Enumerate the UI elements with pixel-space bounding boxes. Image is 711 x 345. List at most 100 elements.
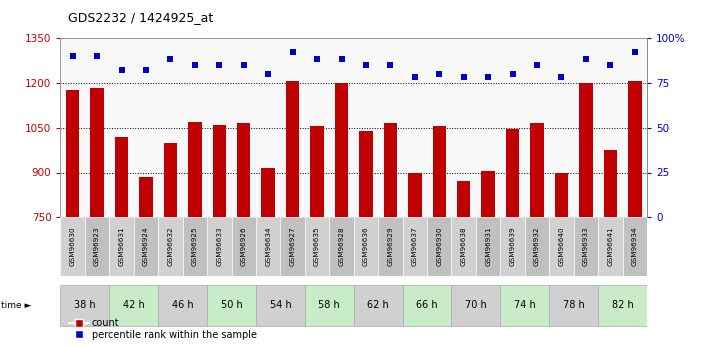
Text: GSM96925: GSM96925 — [192, 227, 198, 266]
Point — [409, 75, 420, 80]
Bar — [628, 81, 641, 345]
Point — [385, 62, 396, 68]
Bar — [353, 285, 402, 326]
Bar — [550, 285, 598, 326]
Text: GSM96635: GSM96635 — [314, 227, 320, 266]
Bar — [427, 217, 451, 276]
Bar — [60, 285, 109, 326]
Bar — [256, 285, 305, 326]
Text: GSM96930: GSM96930 — [437, 227, 442, 266]
Bar — [66, 90, 80, 345]
Point — [580, 57, 592, 62]
Bar — [574, 217, 598, 276]
Text: 42 h: 42 h — [123, 300, 144, 310]
Point — [556, 75, 567, 80]
Bar — [451, 217, 476, 276]
Point — [92, 53, 103, 59]
Point — [336, 57, 347, 62]
Bar — [402, 217, 427, 276]
Bar — [183, 217, 207, 276]
Bar — [384, 123, 397, 345]
Bar — [579, 83, 593, 345]
Text: GSM96927: GSM96927 — [289, 227, 296, 266]
Bar — [329, 217, 354, 276]
Point — [507, 71, 518, 77]
Text: GSM96641: GSM96641 — [607, 227, 614, 266]
Bar — [451, 285, 501, 326]
Bar — [207, 217, 232, 276]
Bar — [139, 177, 153, 345]
Bar — [134, 217, 159, 276]
Bar — [476, 217, 501, 276]
Bar — [432, 126, 446, 345]
Point — [213, 62, 225, 68]
Point — [262, 71, 274, 77]
Point — [311, 57, 323, 62]
Bar — [530, 123, 544, 345]
Text: GSM96630: GSM96630 — [70, 227, 75, 266]
Text: GDS2232 / 1424925_at: GDS2232 / 1424925_at — [68, 11, 213, 24]
Text: 78 h: 78 h — [563, 300, 584, 310]
Bar — [232, 217, 256, 276]
Bar — [158, 217, 183, 276]
Text: GSM96632: GSM96632 — [167, 227, 173, 266]
Bar — [305, 217, 329, 276]
Bar — [114, 137, 128, 345]
Point — [116, 68, 127, 73]
Bar — [262, 168, 275, 345]
Bar — [310, 126, 324, 345]
Text: GSM96934: GSM96934 — [632, 227, 638, 266]
Point — [531, 62, 542, 68]
Bar — [109, 285, 159, 326]
Bar — [598, 217, 623, 276]
Point — [483, 75, 494, 80]
Text: 54 h: 54 h — [269, 300, 292, 310]
Point — [67, 53, 78, 59]
Point — [434, 71, 445, 77]
Bar — [604, 150, 617, 345]
Point — [604, 62, 616, 68]
Text: 66 h: 66 h — [416, 300, 438, 310]
Bar — [501, 285, 550, 326]
Bar — [408, 172, 422, 345]
Text: GSM96932: GSM96932 — [534, 227, 540, 266]
Point — [238, 62, 250, 68]
Text: GSM96634: GSM96634 — [265, 227, 271, 266]
Bar — [188, 122, 202, 345]
Point — [140, 68, 151, 73]
Text: time ►: time ► — [1, 301, 32, 310]
Text: GSM96640: GSM96640 — [558, 227, 565, 266]
Text: GSM96639: GSM96639 — [510, 227, 515, 266]
Bar — [501, 217, 525, 276]
Text: GSM96924: GSM96924 — [143, 227, 149, 266]
Bar — [623, 217, 647, 276]
Bar — [158, 285, 207, 326]
Bar — [90, 88, 104, 345]
Bar — [457, 181, 471, 345]
Bar — [305, 285, 354, 326]
Text: 50 h: 50 h — [220, 300, 242, 310]
Text: 46 h: 46 h — [172, 300, 193, 310]
Text: 74 h: 74 h — [514, 300, 535, 310]
Bar — [164, 142, 177, 345]
Text: GSM96926: GSM96926 — [241, 227, 247, 266]
Text: GSM96929: GSM96929 — [387, 227, 393, 266]
Text: GSM96637: GSM96637 — [412, 227, 418, 266]
Text: GSM96928: GSM96928 — [338, 227, 345, 266]
Bar — [256, 217, 280, 276]
Point — [458, 75, 469, 80]
Bar — [598, 285, 647, 326]
Bar — [109, 217, 134, 276]
Point — [360, 62, 372, 68]
Text: 70 h: 70 h — [465, 300, 487, 310]
Bar — [85, 217, 109, 276]
Bar — [213, 125, 226, 345]
Bar — [207, 285, 256, 326]
Text: 58 h: 58 h — [319, 300, 340, 310]
Text: GSM96923: GSM96923 — [94, 227, 100, 266]
Text: GSM96933: GSM96933 — [583, 227, 589, 266]
Text: GSM96633: GSM96633 — [216, 227, 223, 266]
Text: GSM96638: GSM96638 — [461, 227, 466, 266]
Bar — [550, 217, 574, 276]
Point — [629, 50, 641, 55]
